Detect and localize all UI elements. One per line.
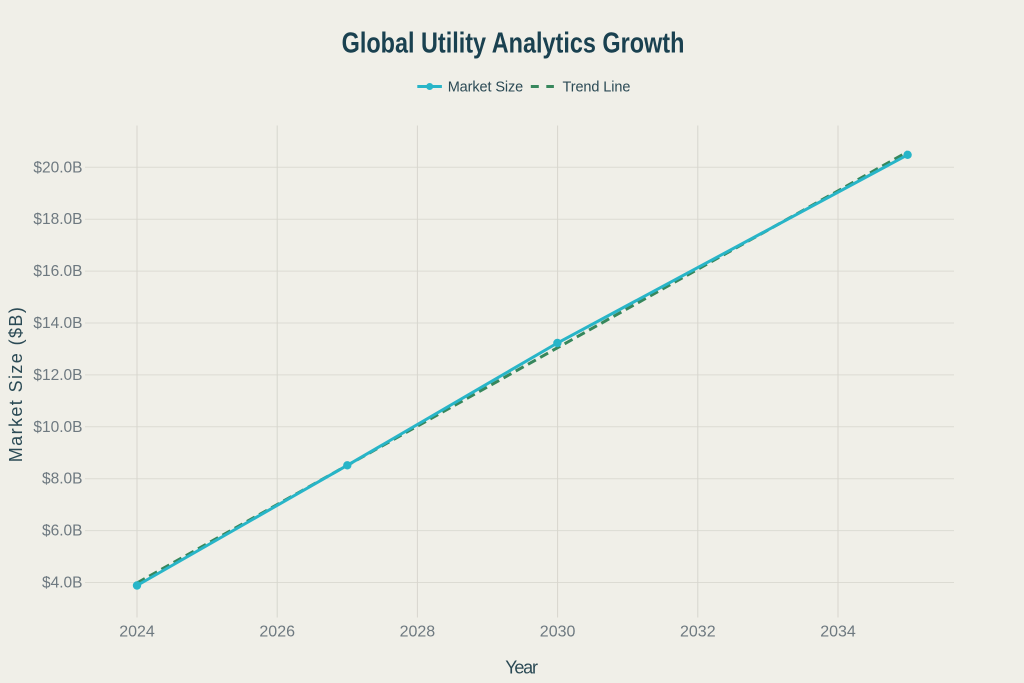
svg-text:2032: 2032 (680, 624, 716, 641)
svg-text:$4.0B: $4.0B (42, 575, 83, 592)
svg-text:$18.0B: $18.0B (33, 211, 82, 228)
svg-text:Global Utility Analytics Growt: Global Utility Analytics Growth (342, 26, 685, 59)
svg-text:2024: 2024 (119, 624, 155, 641)
svg-text:$16.0B: $16.0B (33, 263, 82, 280)
svg-text:$14.0B: $14.0B (33, 315, 82, 332)
svg-text:2034: 2034 (820, 624, 856, 641)
svg-text:Market Size: Market Size (448, 80, 523, 96)
svg-text:$6.0B: $6.0B (42, 523, 83, 540)
svg-text:$10.0B: $10.0B (33, 419, 82, 436)
svg-text:$8.0B: $8.0B (42, 471, 83, 488)
svg-text:2028: 2028 (400, 624, 436, 641)
svg-text:Trend Line: Trend Line (563, 80, 631, 96)
svg-text:2030: 2030 (540, 624, 576, 641)
svg-text:$20.0B: $20.0B (33, 159, 82, 176)
svg-text:2026: 2026 (259, 624, 295, 641)
svg-text:Market Size ($B): Market Size ($B) (6, 306, 26, 462)
svg-text:$12.0B: $12.0B (33, 367, 82, 384)
svg-text:Year: Year (505, 658, 538, 678)
